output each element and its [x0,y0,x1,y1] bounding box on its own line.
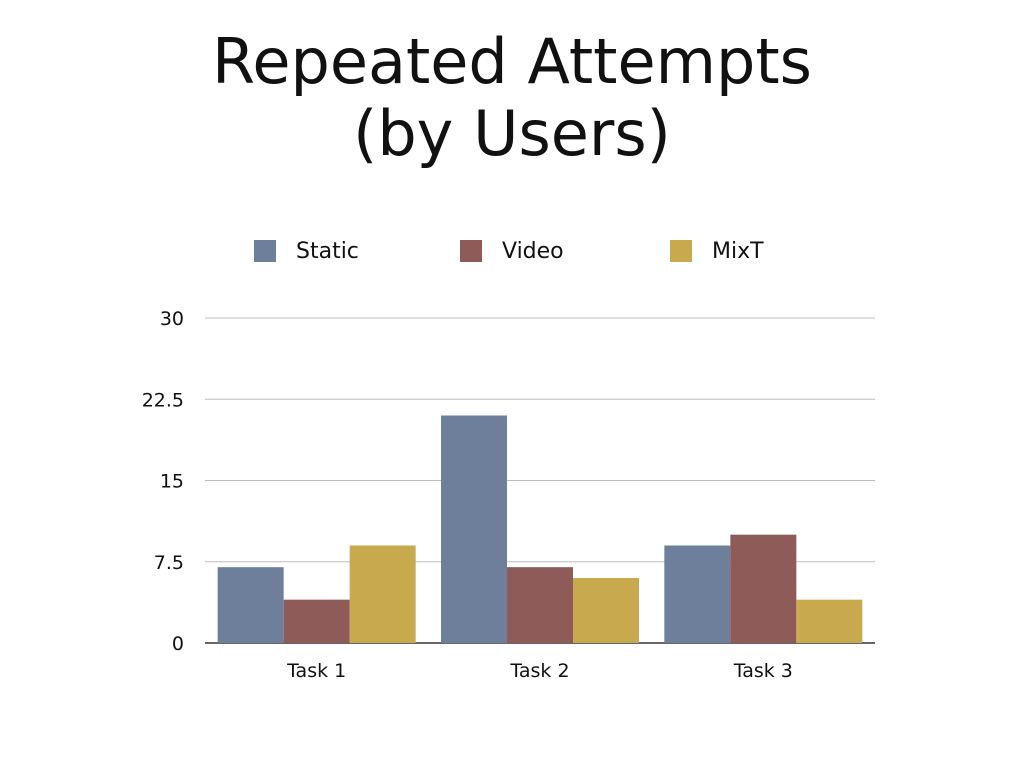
bar-mixt-task-2 [573,578,639,643]
legend-swatch-video [460,240,482,262]
y-tick-label: 30 [160,308,184,330]
x-tick-label: Task 2 [509,660,569,682]
y-tick-label: 15 [160,471,184,493]
chart-title-line-2: (by Users) [353,97,671,170]
bar-static-task-3 [664,545,731,643]
legend-label-mixt: MixT [712,238,764,264]
bar-video-task-2 [507,567,573,643]
legend-swatch-mixt [670,240,692,262]
chart-bars [217,415,863,643]
y-tick-label: 0 [172,633,184,655]
legend-item-video: Video [460,236,564,266]
legend-item-mixt: MixT [670,236,764,266]
x-tick-label: Task 1 [286,660,346,682]
bar-video-task-3 [730,534,797,643]
bar-mixt-task-3 [796,599,863,643]
y-axis-ticks: 0 7.5 15 22.5 30 [142,308,184,655]
bar-static-task-2 [441,415,507,643]
chart-title-line-1: Repeated Attempts [212,25,812,98]
bar-video-task-1 [283,599,350,643]
legend-item-static: Static [254,236,359,266]
legend-label-static: Static [296,238,359,264]
y-tick-label: 22.5 [142,389,184,411]
x-tick-label: Task 3 [733,660,793,682]
chart-legend: Static Video MixT [0,236,1024,266]
y-tick-label: 7.5 [154,552,184,574]
legend-swatch-static [254,240,276,262]
chart-title: Repeated Attempts (by Users) [0,26,1024,170]
bar-mixt-task-1 [349,545,416,643]
legend-label-video: Video [502,238,564,264]
bar-static-task-1 [217,567,284,643]
x-axis-ticks: Task 1 Task 2 Task 3 [286,660,793,682]
